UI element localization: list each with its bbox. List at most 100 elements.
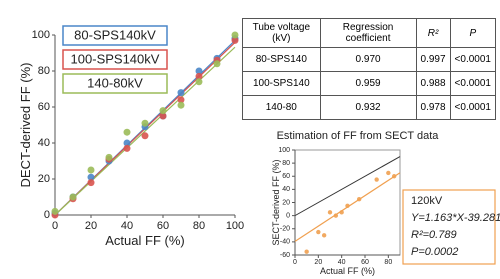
- data-point: [69, 193, 77, 201]
- table-cell: 0.978: [415, 95, 451, 120]
- y-tick-label: 0: [286, 212, 290, 219]
- table-row: 140-80 0.932 0.978 <0.0001: [242, 95, 497, 120]
- table-cell: Regression coefficient: [319, 18, 417, 48]
- data-point: [195, 72, 203, 80]
- y-tick-label: 60: [38, 101, 50, 113]
- data-point: [213, 60, 221, 68]
- y-tick-label: 40: [282, 186, 290, 193]
- x-axis-label: Actual FF (%): [320, 266, 375, 276]
- fit-line: [54, 46, 236, 216]
- annotation-text: Y=1.163*X-39.281: [411, 212, 500, 224]
- table-cell: 140-80: [242, 95, 321, 120]
- data-point: [333, 213, 339, 218]
- table-cell: 0.988: [415, 71, 451, 96]
- table-cell: 0.959: [319, 71, 417, 96]
- data-point: [141, 132, 149, 140]
- y-tick-label: 40: [38, 137, 50, 149]
- regression-table: Tube voltage (kV) Regression coefficient R…: [242, 18, 497, 120]
- y-tick-label: 60: [282, 173, 290, 180]
- data-point: [327, 210, 333, 215]
- table-cell: 0.997: [415, 47, 451, 72]
- table-cell: 80-SPS140: [242, 47, 321, 72]
- x-tick-label: 60: [157, 220, 169, 232]
- data-point: [374, 177, 379, 182]
- x-tick-label: 20: [85, 220, 97, 232]
- x-tick-label: 20: [314, 259, 322, 266]
- data-point: [159, 112, 167, 120]
- annotation-text: P=0.0002: [411, 246, 458, 258]
- x-tick-label: 0: [293, 259, 297, 266]
- x-tick-label: 40: [338, 259, 346, 266]
- data-point: [195, 78, 203, 86]
- table-row: 100-SPS140 0.959 0.988 <0.0001: [242, 71, 497, 96]
- table-row: 80-SPS140 0.970 0.997 <0.0001: [242, 47, 497, 72]
- y-tick-label: 20: [38, 173, 50, 185]
- y-tick-label: -60: [280, 252, 290, 259]
- table-cell: 0.932: [319, 95, 417, 120]
- data-point: [304, 249, 309, 254]
- data-point: [356, 197, 362, 202]
- x-axis-label: Actual FF (%): [105, 233, 184, 248]
- data-point: [87, 166, 95, 174]
- legend-box: [62, 25, 168, 46]
- legend-label: 100-SPS140kV: [71, 51, 160, 66]
- y-tick-label: -40: [280, 239, 290, 246]
- table-cell: 100-SPS140: [242, 71, 321, 96]
- data-point: [159, 107, 167, 115]
- y-axis-label: DECT-derived FF (%): [18, 63, 33, 188]
- annotation-text: 120kV: [411, 195, 443, 207]
- x-tick-label: 100: [226, 220, 244, 232]
- table-cell: <0.0001: [449, 47, 497, 72]
- table-cell: R²: [415, 18, 451, 48]
- data-point: [391, 174, 397, 179]
- data-point: [231, 31, 239, 39]
- annotation-box: [402, 189, 496, 265]
- data-point: [386, 170, 391, 176]
- data-point: [105, 153, 113, 161]
- data-point: [195, 67, 203, 75]
- data-point: [87, 179, 95, 187]
- y-tick-label: 80: [38, 65, 50, 77]
- y-tick-label: 80: [282, 160, 290, 167]
- x-tick-label: 80: [193, 220, 205, 232]
- y-tick-label: 0: [44, 209, 50, 221]
- data-point: [345, 203, 350, 208]
- data-point: [87, 173, 95, 181]
- chart-title: Estimation of FF from SECT data: [277, 130, 440, 142]
- y-axis-label: SECT-derived FF (%): [271, 159, 281, 245]
- legend-label: 80-SPS140kV: [74, 27, 156, 42]
- data-point: [177, 101, 185, 109]
- table-cell: Tube voltage (kV): [242, 18, 321, 48]
- data-point: [123, 139, 131, 147]
- table-cell: <0.0001: [449, 71, 497, 96]
- annotation-text: R²=0.789: [411, 229, 457, 241]
- y-tick-label: 100: [32, 29, 50, 41]
- legend-label: 140-80kV: [87, 75, 143, 90]
- data-point: [123, 128, 131, 136]
- legend-box: [62, 49, 168, 70]
- x-tick-label: 60: [361, 259, 369, 266]
- data-point: [141, 119, 149, 127]
- table-cell: <0.0001: [449, 95, 497, 120]
- data-point: [231, 36, 239, 44]
- y-tick-label: 100: [278, 147, 290, 154]
- x-tick-label: 0: [52, 220, 58, 232]
- data-point: [316, 229, 321, 235]
- table-cell: 0.970: [319, 47, 417, 72]
- data-point: [339, 210, 344, 215]
- table-cell: P: [449, 18, 497, 48]
- x-tick-label: 80: [384, 259, 392, 266]
- data-point: [123, 144, 131, 152]
- legend-box: [62, 73, 168, 94]
- data-point: [177, 96, 185, 104]
- identity-line: [294, 156, 401, 217]
- data-point: [321, 233, 327, 238]
- y-tick-label: -20: [280, 226, 290, 233]
- y-tick-label: 20: [282, 199, 290, 206]
- data-point: [51, 207, 59, 215]
- data-point: [177, 89, 185, 97]
- x-tick-label: 40: [121, 220, 133, 232]
- table-row: Tube voltage (kV) Regression coefficient R…: [242, 18, 497, 48]
